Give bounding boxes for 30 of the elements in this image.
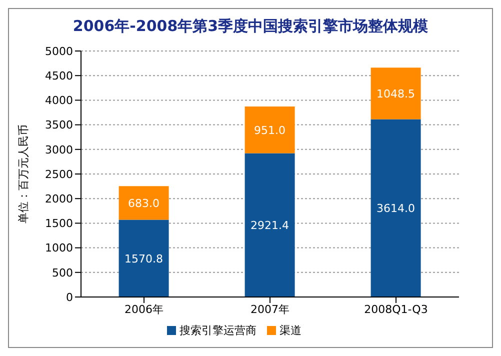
y-tick-label: 1000 xyxy=(45,242,73,255)
y-tick-label: 4500 xyxy=(45,70,73,83)
x-tick-label: 2007年 xyxy=(250,302,290,316)
bar xyxy=(244,153,295,297)
y-tick-label: 2000 xyxy=(45,192,73,206)
y-axis-title: 单位：百万元人民币 xyxy=(16,124,30,224)
bar xyxy=(244,106,295,154)
chart-title: 2006年-2008年第3季度中国搜索引擎市场整体规模 xyxy=(72,16,430,37)
bar xyxy=(118,186,169,220)
y-tick-label: 2500 xyxy=(45,168,73,181)
y-tick-label: 500 xyxy=(52,266,73,280)
data-label: 1048.5 xyxy=(376,87,416,100)
y-tick-label: 3500 xyxy=(45,118,73,132)
y-tick-label: 5000 xyxy=(45,44,73,58)
legend-label: 渠道 xyxy=(280,324,302,337)
data-label: 951.0 xyxy=(254,124,286,137)
x-tick-label: 2006年 xyxy=(124,302,164,316)
data-label: 3614.0 xyxy=(376,202,416,215)
x-tick-label: 2008Q1-Q3 xyxy=(364,302,428,316)
data-label: 683.0 xyxy=(128,196,160,210)
bar xyxy=(118,220,169,297)
y-tick-label: 1500 xyxy=(45,217,73,230)
y-tick-label: 4000 xyxy=(45,94,73,108)
y-tick-label: 3000 xyxy=(45,143,73,156)
legend-label: 搜索引擎运营商 xyxy=(180,324,256,337)
data-label: 2921.4 xyxy=(250,219,290,232)
bar xyxy=(370,68,421,120)
bar xyxy=(370,119,421,297)
data-label: 1570.8 xyxy=(124,252,164,266)
y-tick-label: 0 xyxy=(66,290,73,304)
